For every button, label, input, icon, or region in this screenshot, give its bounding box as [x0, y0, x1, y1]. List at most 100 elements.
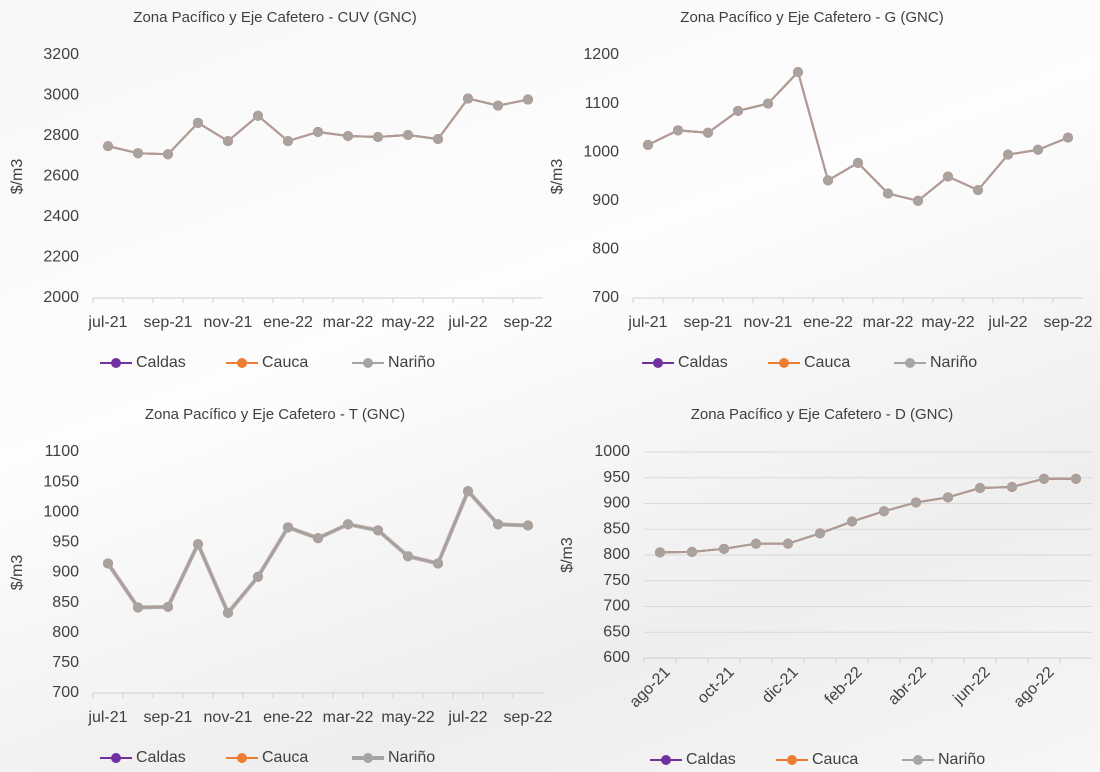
data-point [973, 185, 983, 196]
x-tick-label: jul-21 [87, 709, 127, 726]
y-tick-label: 800 [52, 624, 79, 641]
x-tick-label: sep-21 [144, 314, 193, 331]
legend-marker [779, 358, 789, 368]
legend-label: Nariño [930, 354, 977, 371]
data-point [783, 538, 793, 549]
data-point [913, 195, 923, 206]
legend-label: Cauca [812, 751, 858, 768]
y-tick-label: 1050 [43, 473, 79, 490]
data-point [103, 558, 113, 569]
y-tick-label: 1000 [43, 503, 79, 520]
chart-panel: Zona Pacífico y Eje Cafetero - G (GNC) $/… [549, 9, 1092, 371]
data-point [493, 519, 503, 530]
data-point [433, 134, 443, 145]
y-tick-label: 950 [603, 469, 630, 486]
y-tick-label: 600 [603, 649, 630, 666]
data-point [815, 528, 825, 539]
data-point [853, 157, 863, 168]
chart-panel: Zona Pacífico y Eje Cafetero - D (GNC) $/… [559, 406, 1092, 768]
data-point [687, 546, 697, 557]
data-point [283, 522, 293, 533]
data-point [1003, 149, 1013, 160]
data-point [975, 483, 985, 494]
legend-marker [363, 753, 373, 763]
chart-title: Zona Pacífico y Eje Cafetero - G (GNC) [680, 9, 943, 26]
x-tick-label: mar-22 [323, 709, 374, 726]
data-point [763, 98, 773, 109]
data-point [343, 131, 353, 141]
x-tick-label: oct-21 [694, 664, 738, 708]
data-point [163, 601, 173, 612]
y-tick-label: 1100 [45, 443, 80, 460]
y-axis-label: $/m3 [549, 159, 566, 195]
chart-title: Zona Pacífico y Eje Cafetero - D (GNC) [691, 406, 954, 423]
data-point [133, 602, 143, 613]
data-point [223, 607, 233, 618]
x-tick-label: sep-21 [684, 314, 733, 331]
data-point [847, 516, 857, 527]
data-point [403, 129, 413, 140]
y-axis-label: $/m3 [559, 537, 576, 573]
data-point [223, 136, 233, 147]
series-line [659, 477, 1076, 554]
data-point [283, 136, 293, 147]
x-tick-label: sep-22 [504, 314, 553, 331]
x-tick-label: sep-22 [1044, 314, 1093, 331]
legend-marker [363, 358, 373, 368]
data-point [343, 519, 353, 530]
legend-marker [111, 753, 121, 763]
y-tick-label: 3000 [43, 87, 79, 104]
legend-label: Cauca [262, 354, 308, 371]
legend-marker [661, 755, 671, 765]
data-point [911, 497, 921, 508]
legend-marker [653, 358, 663, 368]
data-point [253, 571, 263, 582]
x-tick-label: dic-21 [759, 664, 802, 707]
series-line [107, 489, 529, 615]
data-point [943, 492, 953, 503]
legend-label: Nariño [388, 354, 435, 371]
data-point [1033, 144, 1043, 155]
series-line [107, 97, 529, 156]
legend-label: Nariño [388, 749, 435, 766]
data-point [793, 67, 803, 78]
data-point [403, 551, 413, 562]
x-tick-label: sep-22 [504, 709, 553, 726]
x-tick-label: jul-22 [447, 314, 487, 331]
data-point [1039, 473, 1049, 484]
x-tick-label: ene-22 [803, 314, 853, 331]
x-tick-label: ago-22 [1011, 664, 1058, 711]
x-tick-label: ene-22 [263, 709, 313, 726]
x-tick-label: mar-22 [323, 314, 374, 331]
x-tick-label: may-22 [381, 709, 434, 726]
y-tick-label: 1000 [594, 443, 630, 460]
series-line [107, 97, 529, 156]
data-point [1007, 482, 1017, 493]
data-point [883, 188, 893, 199]
data-point [463, 93, 473, 104]
data-point [1071, 473, 1081, 484]
legend-label: Caldas [686, 751, 736, 768]
data-point [523, 520, 533, 531]
data-point [493, 100, 503, 111]
x-tick-label: jul-22 [987, 314, 1027, 331]
y-tick-label: 750 [52, 654, 79, 671]
legend-label: Nariño [938, 751, 985, 768]
legend-marker [111, 358, 121, 368]
data-point [751, 538, 761, 549]
legend-label: Cauca [262, 749, 308, 766]
x-tick-label: may-22 [921, 314, 974, 331]
data-point [193, 117, 203, 128]
y-tick-label: 2200 [43, 249, 79, 266]
x-tick-label: nov-21 [204, 314, 253, 331]
chart-panel: Zona Pacífico y Eje Cafetero - CUV (GNC)… [9, 9, 552, 371]
data-point [523, 94, 533, 105]
data-point [703, 127, 713, 138]
x-tick-label: nov-21 [744, 314, 793, 331]
data-point [133, 148, 143, 159]
x-tick-label: jul-21 [627, 314, 667, 331]
legend-marker [237, 753, 247, 763]
data-point [373, 525, 383, 536]
series-line [107, 97, 529, 156]
x-tick-label: may-22 [381, 314, 434, 331]
